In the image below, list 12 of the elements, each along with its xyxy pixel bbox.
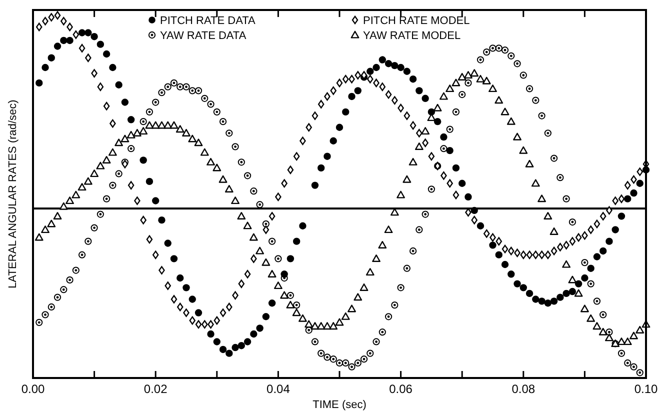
x-tick-label: 0.04 <box>266 382 290 396</box>
x-axis-title: TIME (sec) <box>312 399 366 411</box>
y-axis-title: LATERAL ANGULAR RATES (rad/sec) <box>7 100 19 288</box>
legend-label: YAW RATE DATA <box>160 30 247 42</box>
x-tick-label: 0.00 <box>21 382 45 396</box>
legend-label: YAW RATE MODEL <box>363 30 461 42</box>
x-tick-label: 0.10 <box>634 382 658 396</box>
x-tick-label: 0.02 <box>144 382 168 396</box>
x-tick-label: 0.06 <box>389 382 413 396</box>
legend-label: PITCH RATE DATA <box>160 15 256 27</box>
legend-label: PITCH RATE MODEL <box>363 15 470 27</box>
x-tick-label: 0.08 <box>512 382 536 396</box>
